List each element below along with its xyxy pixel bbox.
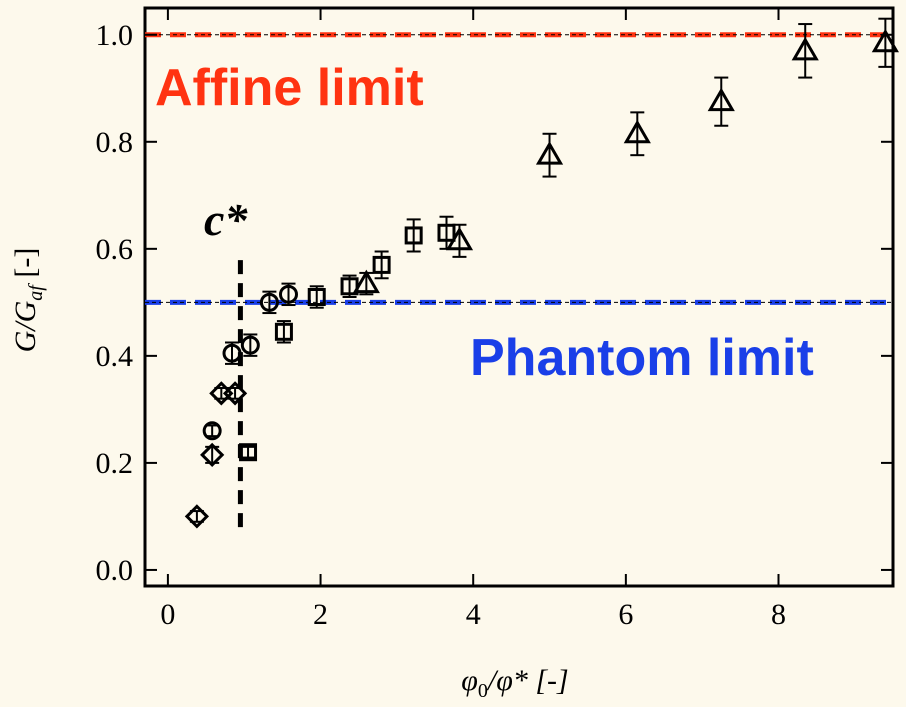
point-square bbox=[372, 255, 391, 274]
y-tick-label: 0.4 bbox=[96, 340, 134, 373]
point-triangle bbox=[623, 119, 651, 144]
point-triangle bbox=[445, 226, 474, 251]
x-tick-label: 0 bbox=[160, 598, 175, 631]
y-tick-label: 1.0 bbox=[96, 19, 134, 52]
x-tick-label: 2 bbox=[313, 598, 328, 631]
affine-limit-label: Affine limit bbox=[155, 59, 424, 117]
point-square bbox=[307, 288, 326, 306]
x-tick-label: 4 bbox=[466, 598, 481, 631]
point-diamond bbox=[184, 504, 210, 529]
point-circle bbox=[202, 421, 222, 441]
point-triangle bbox=[535, 141, 564, 165]
data-points bbox=[184, 17, 899, 529]
point-square bbox=[437, 223, 456, 242]
point-triangle bbox=[871, 28, 899, 53]
cstar-label: c* bbox=[204, 194, 248, 245]
y-tick-label: 0.6 bbox=[96, 233, 134, 266]
point-circle bbox=[278, 284, 298, 304]
point-triangle bbox=[352, 269, 380, 294]
point-diamond bbox=[200, 442, 225, 468]
x-axis-label: φ0/φ* [-] bbox=[461, 664, 568, 702]
phantom-limit-label: Phantom limit bbox=[470, 329, 814, 387]
point-square bbox=[274, 322, 293, 341]
point-circle bbox=[240, 335, 260, 355]
y-axis-label: G/Gaf [-] bbox=[9, 248, 47, 353]
reference-lines bbox=[145, 32, 893, 305]
y-tick-label: 0.0 bbox=[96, 554, 134, 587]
point-diamond bbox=[222, 381, 248, 406]
point-triangle bbox=[707, 87, 735, 112]
y-tick-label: 0.8 bbox=[96, 126, 134, 159]
point-circle bbox=[222, 343, 242, 363]
point-circle bbox=[259, 292, 279, 312]
y-tick-label: 0.2 bbox=[96, 447, 134, 480]
x-tick-label: 8 bbox=[771, 598, 786, 631]
point-square bbox=[404, 226, 423, 245]
x-tick-label: 6 bbox=[618, 598, 633, 631]
point-triangle bbox=[791, 36, 819, 61]
axis-ticks: 0 2 4 6 8 0.0 0.2 0.4 0.6 0.8 1.0 bbox=[96, 8, 893, 631]
point-square bbox=[239, 443, 258, 462]
